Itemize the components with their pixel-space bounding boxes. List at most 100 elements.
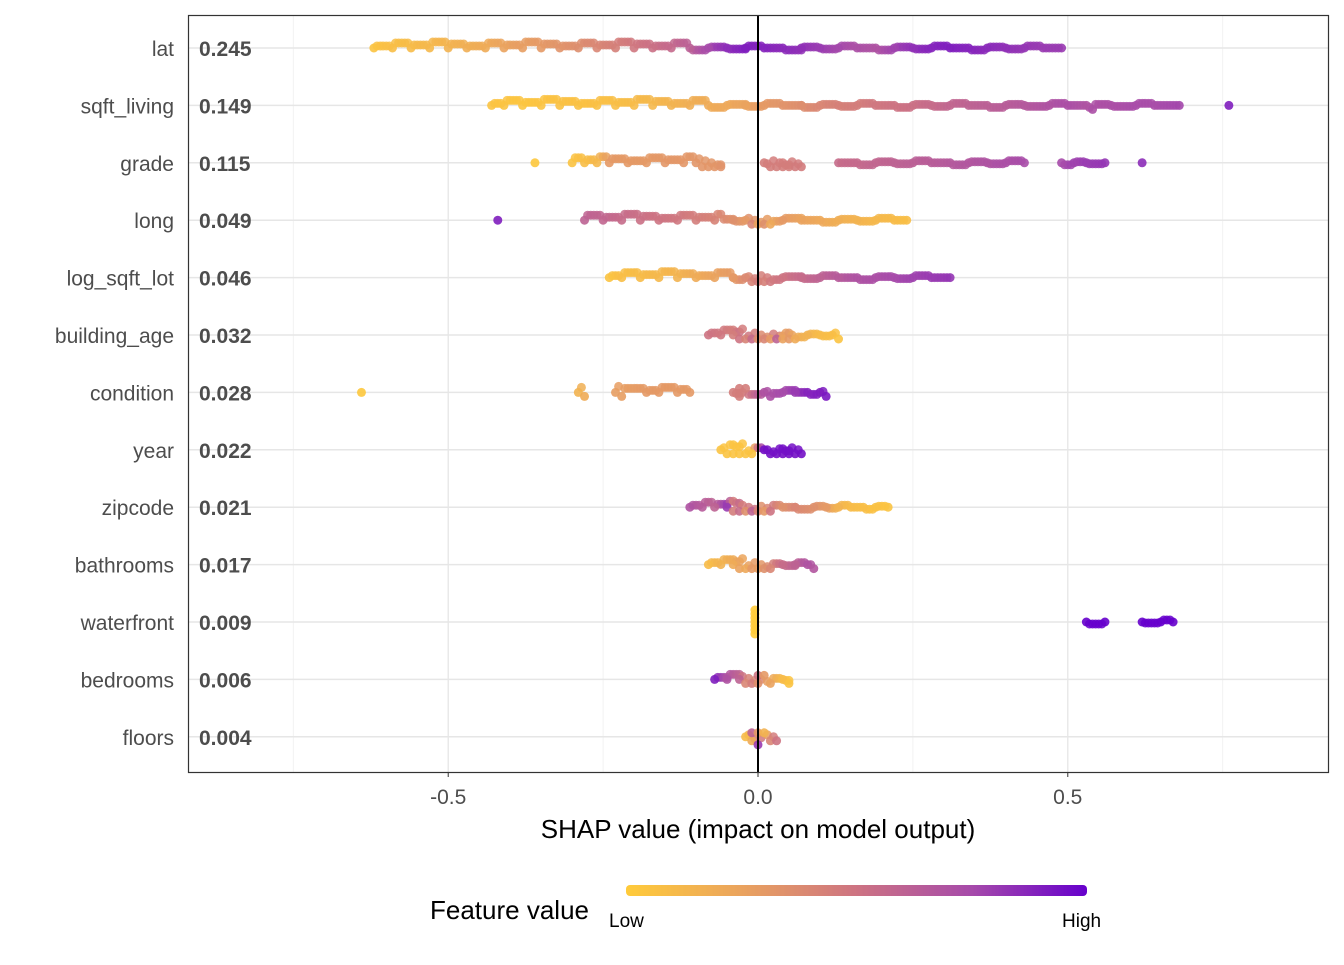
point bbox=[741, 678, 751, 688]
point bbox=[889, 215, 899, 225]
point bbox=[617, 391, 627, 401]
point bbox=[691, 273, 701, 283]
point bbox=[710, 215, 720, 225]
point bbox=[487, 100, 497, 110]
point bbox=[654, 215, 664, 225]
point bbox=[871, 43, 881, 53]
point bbox=[406, 43, 416, 53]
point bbox=[846, 502, 856, 512]
feature-row-log_sqft_lot bbox=[604, 267, 955, 287]
point bbox=[629, 100, 639, 110]
point bbox=[741, 383, 751, 393]
feature-label: floors bbox=[123, 727, 174, 750]
point bbox=[1057, 43, 1067, 53]
point bbox=[908, 43, 918, 53]
point bbox=[784, 449, 794, 459]
legend-high-label: High bbox=[1062, 911, 1101, 932]
point bbox=[722, 449, 732, 459]
point bbox=[734, 564, 744, 574]
point bbox=[480, 43, 490, 53]
feature-importance: 0.046 bbox=[199, 268, 252, 291]
band-point bbox=[738, 324, 748, 334]
point bbox=[778, 449, 788, 459]
point bbox=[765, 564, 775, 574]
feature-row-year bbox=[716, 439, 806, 459]
point bbox=[555, 100, 565, 110]
point bbox=[784, 678, 794, 688]
point bbox=[759, 219, 769, 229]
point bbox=[926, 158, 936, 168]
point bbox=[685, 43, 695, 53]
feature-importance: 0.021 bbox=[199, 497, 252, 520]
point bbox=[728, 506, 738, 516]
point bbox=[852, 273, 862, 283]
point bbox=[834, 273, 844, 283]
point bbox=[809, 564, 819, 574]
point bbox=[765, 219, 775, 229]
feature-row-building_age bbox=[703, 324, 844, 344]
point bbox=[741, 43, 751, 53]
point bbox=[784, 334, 794, 344]
point bbox=[1019, 158, 1029, 168]
feature-row-zipcode bbox=[685, 496, 893, 516]
point bbox=[945, 158, 955, 168]
point bbox=[369, 43, 379, 53]
feature-importance: 0.004 bbox=[199, 727, 252, 750]
feature-importance: 0.149 bbox=[199, 95, 252, 118]
point bbox=[722, 100, 732, 110]
point bbox=[703, 43, 713, 53]
point bbox=[666, 43, 676, 53]
point bbox=[796, 215, 806, 225]
y-axis-labels: lat 0.245 sqft_living 0.149 grade 0.115 long 0.… bbox=[55, 38, 252, 750]
point bbox=[623, 158, 633, 168]
feature-label: waterfront bbox=[80, 612, 175, 635]
point bbox=[573, 43, 583, 53]
point bbox=[518, 43, 528, 53]
point bbox=[604, 158, 614, 168]
point bbox=[697, 502, 707, 512]
point bbox=[765, 391, 775, 401]
point bbox=[685, 387, 695, 397]
point bbox=[883, 502, 893, 512]
point bbox=[592, 158, 602, 168]
point bbox=[703, 162, 713, 172]
point bbox=[852, 215, 862, 225]
point bbox=[982, 43, 992, 53]
point bbox=[747, 277, 757, 287]
point bbox=[1038, 43, 1048, 53]
point bbox=[530, 158, 540, 168]
legend: Feature value Low High bbox=[430, 885, 1101, 932]
point bbox=[765, 449, 775, 459]
point bbox=[852, 158, 862, 168]
point bbox=[1168, 617, 1178, 627]
point bbox=[728, 449, 738, 459]
feature-row-floors bbox=[741, 728, 782, 750]
feature-row-waterfront bbox=[750, 605, 1178, 639]
point bbox=[796, 162, 806, 172]
point bbox=[710, 674, 720, 684]
feature-label: building_age bbox=[55, 325, 174, 348]
point bbox=[493, 215, 503, 225]
point bbox=[889, 43, 899, 53]
point bbox=[765, 736, 775, 746]
feature-label: grade bbox=[120, 153, 174, 176]
point bbox=[852, 100, 862, 110]
point bbox=[462, 43, 472, 53]
point bbox=[778, 560, 788, 570]
point bbox=[790, 162, 800, 172]
point bbox=[747, 506, 757, 516]
point bbox=[1137, 158, 1147, 168]
point bbox=[964, 43, 974, 53]
points-layer bbox=[356, 37, 1234, 750]
point bbox=[778, 43, 788, 53]
point bbox=[1044, 100, 1054, 110]
point bbox=[741, 100, 751, 110]
point bbox=[871, 273, 881, 283]
point bbox=[685, 100, 695, 110]
band-point bbox=[738, 439, 748, 449]
point bbox=[858, 502, 868, 512]
point bbox=[598, 215, 608, 225]
point bbox=[710, 273, 720, 283]
point bbox=[1224, 100, 1234, 110]
point bbox=[772, 334, 782, 344]
